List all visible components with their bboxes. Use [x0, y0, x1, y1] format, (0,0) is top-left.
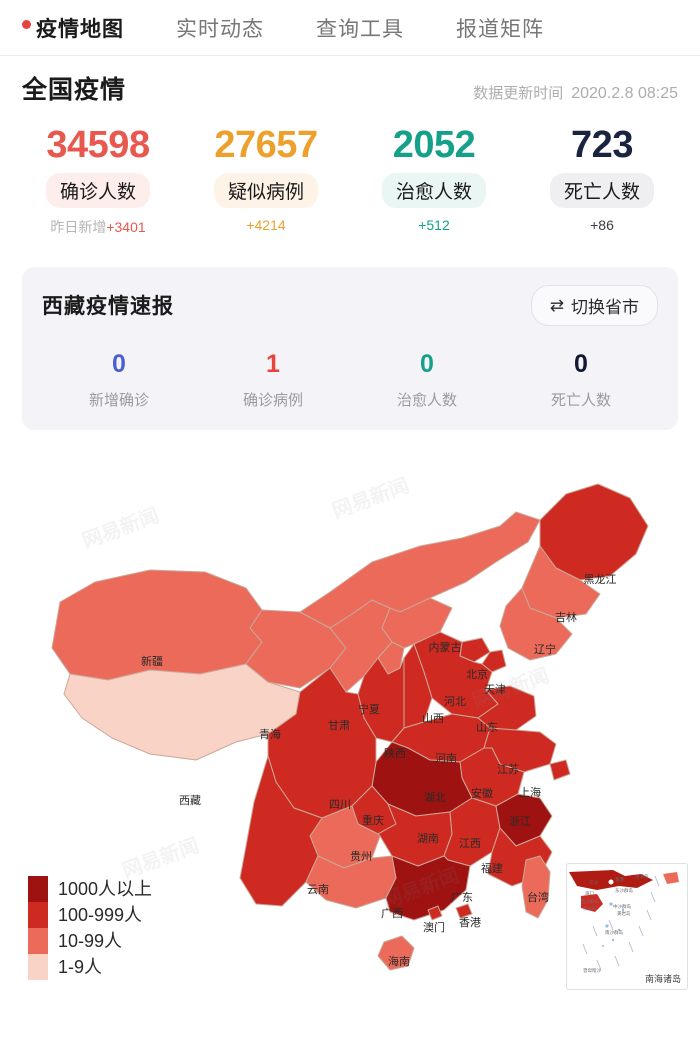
map-region-内蒙古[interactable]	[299, 511, 541, 649]
stat-delta: 昨日新增+3401	[50, 217, 145, 237]
stat-recovered: 2052 治愈人数 +512	[350, 124, 518, 237]
province-stats: 0 新增确诊 1 确诊病例 0 治愈人数 0 死亡人数	[42, 349, 658, 410]
nav-tab-label: 报道矩阵	[456, 17, 544, 41]
svg-text:西沙群岛: 西沙群岛	[581, 898, 599, 905]
inset-shapes: 三沙 香港 台湾岛 海口 东沙群岛 西沙群岛 永兴岛 中沙群岛 黄岩岛 南沙群岛…	[569, 869, 679, 974]
legend-text-0: 1000人以上	[58, 878, 153, 899]
stat-delta-value: +512	[418, 216, 450, 233]
nav-tab-label: 疫情地图	[36, 17, 124, 41]
map-region-广东[interactable]	[385, 855, 471, 921]
svg-text:永兴岛: 永兴岛	[583, 905, 597, 912]
map-shapes	[51, 483, 649, 971]
stat-delta-value: +3401	[106, 218, 146, 235]
map-region-江西[interactable]	[443, 797, 501, 867]
svg-text:中沙群岛: 中沙群岛	[613, 903, 631, 910]
legend-text-3: 1-9人	[58, 956, 103, 977]
map-region-辽宁[interactable]	[499, 587, 573, 661]
china-choropleth-map[interactable]: 黑龙江 吉林 辽宁 内蒙古 新疆 北京 天津 河北 宁夏 山西 山东 甘肃 青海 陕西 河南 江苏 安徽 上海 湖北…	[0, 442, 700, 1002]
stat-delta: +4214	[246, 217, 285, 233]
update-info: 数据更新时间 2020.2.8 08:25	[473, 82, 678, 103]
svg-text:香港: 香港	[615, 876, 624, 883]
stat-value: 27657	[214, 124, 318, 166]
province-stat-confirmed: 1 确诊病例	[196, 349, 350, 410]
svg-text:曾母暗沙: 曾母暗沙	[583, 967, 601, 974]
province-stat-new-confirmed: 0 新增确诊	[42, 349, 196, 410]
inset-label: 南海诸岛	[644, 973, 681, 984]
province-stat-value: 0	[420, 349, 434, 378]
province-panel: 西藏疫情速报 ⇄ 切换省市 0 新增确诊 1 确诊病例 0 治愈人数 0 死亡人…	[22, 266, 678, 430]
legend-labels: 1000人以上 100-999人 10-99人 1-9人	[58, 876, 152, 980]
nav-tab-live-updates[interactable]: 实时动态	[176, 13, 264, 43]
province-stat-label: 死亡人数	[550, 391, 611, 409]
stat-value: 2052	[392, 124, 476, 166]
province-stat-label: 治愈人数	[396, 391, 457, 409]
svg-text:海口: 海口	[585, 890, 594, 897]
stat-value: 34598	[46, 124, 150, 166]
national-stats: 34598 确诊人数 昨日新增+3401 27657 疑似病例 +4214 20…	[0, 110, 700, 245]
stat-label: 疑似病例	[213, 172, 318, 208]
map-region-澳门[interactable]	[427, 905, 443, 921]
update-timestamp: 2020.2.8 08:25	[571, 85, 678, 102]
province-panel-header: 西藏疫情速报 ⇄ 切换省市	[42, 284, 658, 326]
map-region-香港[interactable]	[455, 903, 473, 919]
stat-delta-value: +86	[590, 216, 614, 233]
switch-province-label: 切换省市	[571, 297, 639, 317]
province-stat-deaths: 0 死亡人数	[504, 349, 658, 410]
page-title: 全国疫情	[22, 76, 127, 104]
svg-text:三沙: 三沙	[589, 880, 598, 886]
province-stat-value: 1	[266, 349, 280, 378]
nav-tab-label: 实时动态	[176, 17, 264, 41]
page-header: 全国疫情 数据更新时间 2020.2.8 08:25	[0, 56, 700, 110]
update-label: 数据更新时间	[473, 85, 564, 102]
province-stat-recovered: 0 治愈人数	[350, 349, 504, 410]
map-region-新疆[interactable]	[51, 569, 263, 681]
stat-label: 死亡人数	[549, 172, 654, 208]
red-dot-icon	[22, 20, 31, 29]
svg-text:东沙群岛: 东沙群岛	[615, 887, 633, 894]
stat-delta: +512	[418, 217, 450, 233]
switch-province-button[interactable]: ⇄ 切换省市	[530, 284, 658, 326]
map-region-黑龙江[interactable]	[539, 483, 649, 581]
nav-tab-label: 查询工具	[316, 17, 404, 41]
legend-text-2: 10-99人	[58, 930, 123, 951]
map-region-天津[interactable]	[481, 649, 507, 673]
legend-swatch-0	[28, 875, 48, 902]
map-region-台湾[interactable]	[521, 855, 551, 919]
province-stat-label: 确诊病例	[242, 391, 303, 409]
nav-tab-epidemic-map[interactable]: 疫情地图	[22, 13, 124, 43]
swap-icon: ⇄	[549, 295, 564, 315]
province-stat-label: 新增确诊	[88, 391, 149, 409]
stat-deaths: 723 死亡人数 +86	[518, 124, 686, 237]
legend-swatch-1	[28, 901, 48, 928]
province-stat-value: 0	[574, 349, 588, 378]
stat-label: 确诊人数	[45, 172, 150, 208]
legend-swatch-3	[28, 953, 48, 980]
map-region-海南[interactable]	[377, 935, 415, 971]
map-region-上海[interactable]	[549, 759, 571, 781]
legend-color-bar	[28, 875, 48, 980]
svg-text:黄岩岛: 黄岩岛	[617, 910, 631, 917]
stat-delta: +86	[590, 217, 614, 233]
legend-swatch-2	[28, 927, 48, 954]
nav-tab-report-matrix[interactable]: 报道矩阵	[456, 13, 544, 43]
stat-label: 治愈人数	[381, 172, 486, 208]
stat-delta-value: +4214	[246, 216, 286, 233]
stat-delta-prefix: 昨日新增	[50, 218, 107, 235]
stat-confirmed: 34598 确诊人数 昨日新增+3401	[14, 124, 182, 237]
province-stat-value: 0	[112, 349, 126, 378]
legend-text-1: 100-999人	[58, 904, 143, 925]
south-china-sea-inset[interactable]: 三沙 香港 台湾岛 海口 东沙群岛 西沙群岛 永兴岛 中沙群岛 黄岩岛 南沙群岛…	[566, 862, 688, 990]
stat-value: 723	[571, 124, 633, 166]
map-legend: 1000人以上 100-999人 10-99人 1-9人	[28, 875, 152, 980]
nav-tab-query-tools[interactable]: 查询工具	[316, 13, 404, 43]
svg-text:南沙群岛: 南沙群岛	[605, 929, 623, 936]
stat-suspected: 27657 疑似病例 +4214	[182, 124, 350, 237]
top-nav: 疫情地图 实时动态 查询工具 报道矩阵	[0, 0, 700, 56]
svg-text:台湾岛: 台湾岛	[635, 873, 649, 880]
province-panel-title: 西藏疫情速报	[42, 295, 174, 319]
